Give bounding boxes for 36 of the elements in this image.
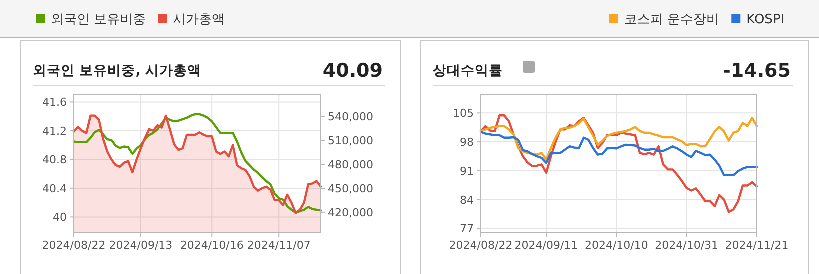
y-tick-label: 41.2 — [42, 124, 67, 138]
y2-tick-label: 450,000 — [328, 182, 374, 196]
y-tick-label: 84 — [460, 194, 474, 207]
line-series — [480, 117, 758, 161]
line-series — [480, 131, 758, 177]
y-tick-label: 91 — [460, 164, 474, 178]
legend-label: 외국인 보유비중 — [51, 12, 146, 28]
legend-label: KOSPI — [746, 12, 785, 28]
chart-title: 외국인 보유비중, 시가총액 — [33, 63, 202, 79]
text: 40.09 — [322, 60, 383, 82]
y2-tick-label: 510,000 — [328, 134, 374, 148]
line-series — [480, 114, 758, 214]
x-tick-label: 2024/09/11 — [514, 239, 578, 252]
x-tick-label: 2024/11/21 — [725, 239, 789, 252]
x-tick-label: 2024/08/22 — [449, 239, 513, 252]
y-tick-label: 98 — [460, 136, 474, 150]
x-tick-label: 2024/10/10 — [584, 239, 648, 252]
y-tick-label: 105 — [453, 107, 474, 120]
x-tick-label: 2024/11/07 — [247, 239, 311, 252]
x-tick-label: 2024/10/16 — [180, 239, 244, 252]
text: -14.65 — [723, 60, 791, 82]
y-tick-label: 40.4 — [42, 182, 67, 196]
y2-tick-label: 540,000 — [328, 110, 374, 124]
y2-tick-label: 480,000 — [328, 158, 374, 172]
line-series — [72, 113, 322, 214]
y2-tick-label: 420,000 — [328, 206, 374, 220]
legend-label: 시가총액 — [173, 12, 226, 28]
legend-label: 코스피 운수장비 — [624, 12, 720, 28]
x-tick-label: 2024/09/13 — [109, 239, 173, 252]
y-tick-label: 41.6 — [42, 96, 67, 110]
y-tick-label: 77 — [460, 222, 474, 236]
y-tick-label: 40.8 — [42, 154, 67, 167]
y-tick-label: 40 — [53, 211, 67, 224]
x-tick-label: 2024/08/22 — [42, 239, 106, 252]
x-tick-label: 2024/10/31 — [655, 239, 719, 252]
chart-title: 상대수익률 — [433, 63, 503, 79]
